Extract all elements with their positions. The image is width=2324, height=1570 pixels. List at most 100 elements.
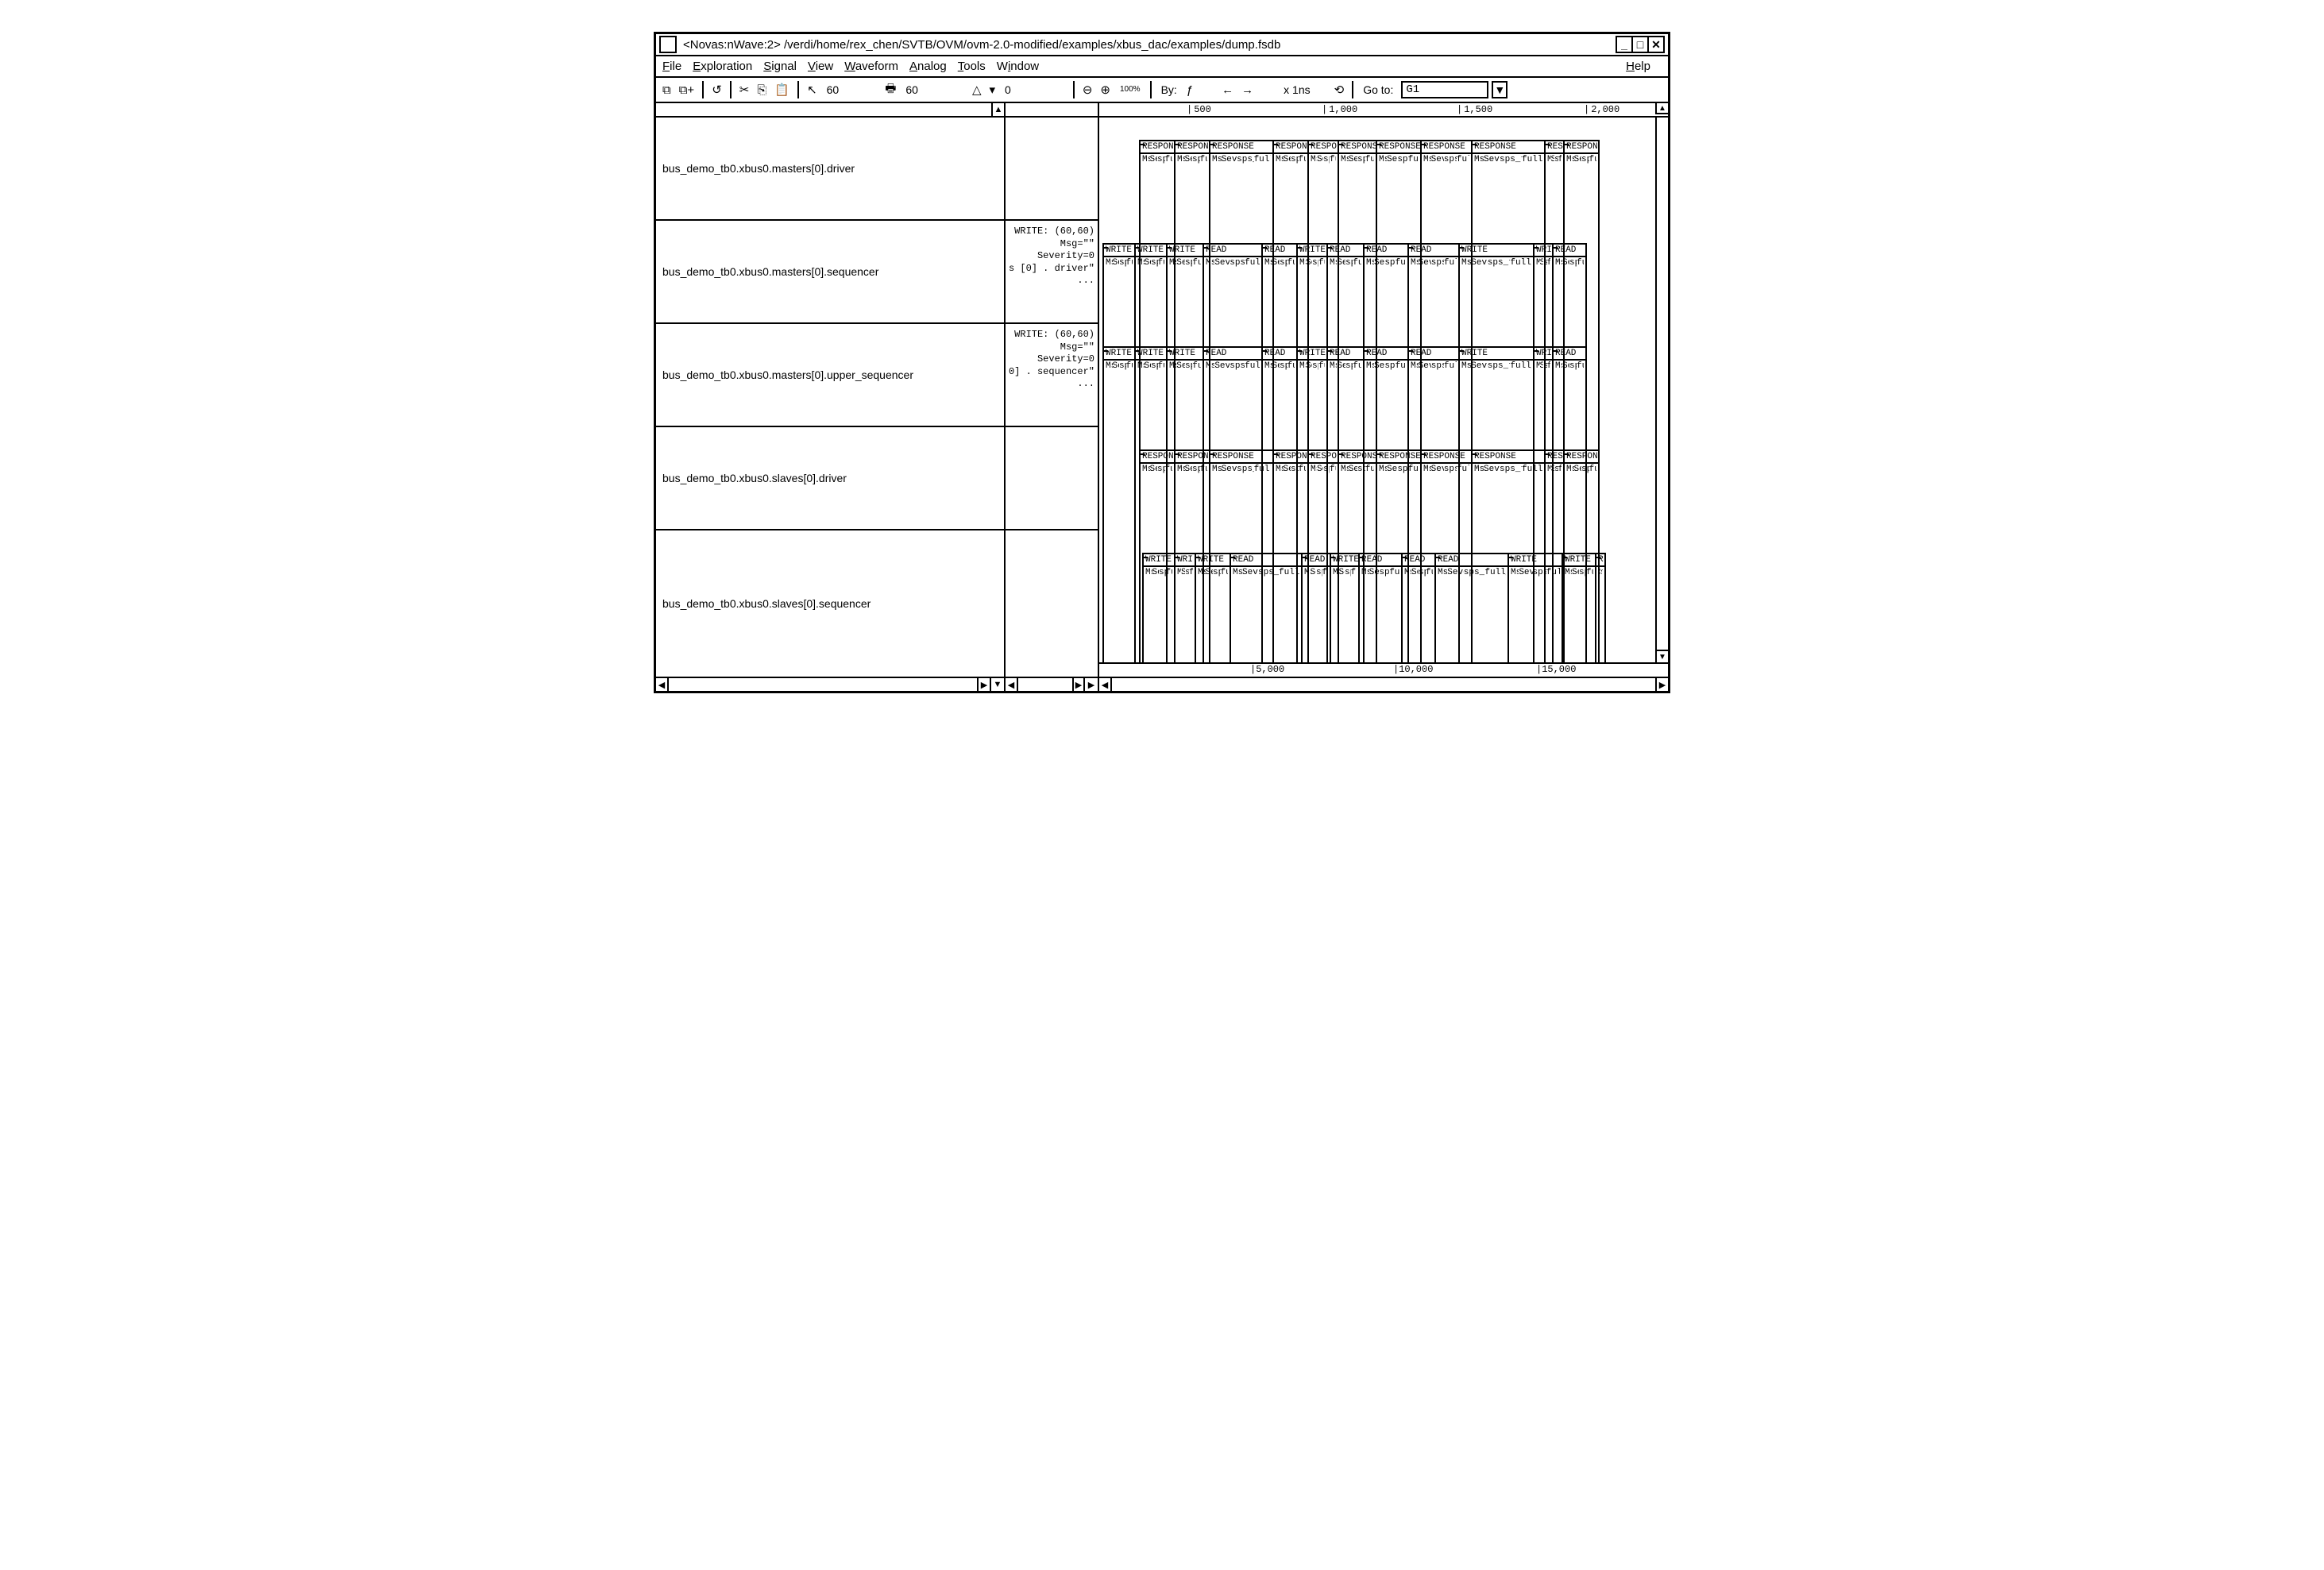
- transaction-header: RESPO: [1309, 451, 1338, 464]
- refresh-icon[interactable]: ⟲: [1333, 83, 1346, 97]
- zoom-out-icon[interactable]: ⊖: [1081, 83, 1094, 97]
- transaction-header: WRITE: [1196, 554, 1230, 567]
- transaction-header: RESPON: [1141, 451, 1174, 464]
- window-title: <Novas:nWave:2> /verdi/home/rex_chen/SVT…: [683, 38, 1617, 52]
- transaction-header: RESPONSE: [1210, 451, 1272, 464]
- signal-row[interactable]: bus_demo_tb0.xbus0.slaves[0].driver: [656, 427, 1004, 530]
- left-hscroll-right-icon[interactable]: ▶: [977, 678, 990, 691]
- menu-file[interactable]: File: [662, 60, 681, 73]
- transaction[interactable]: WRITEMsg=""Severisps_tofull_s: [1195, 553, 1231, 662]
- left-hscroll-left-icon[interactable]: ◀: [656, 678, 669, 691]
- goto-input[interactable]: G1: [1401, 81, 1488, 98]
- step-right-icon[interactable]: →: [1240, 83, 1255, 97]
- transaction-header: READ: [1554, 348, 1585, 361]
- transaction-header: READ: [1554, 245, 1585, 257]
- wave-hscroll-right-icon[interactable]: ▶: [1655, 678, 1668, 691]
- system-menu-icon[interactable]: [659, 36, 677, 53]
- mid-hscroll-right1-icon[interactable]: ▶: [1072, 678, 1085, 691]
- ruler-tick: 1,500: [1457, 104, 1492, 115]
- transaction[interactable]: WRITEMsg=""Severity=0sps_to_namfull_seq_…: [1508, 553, 1563, 662]
- folder-plus-icon[interactable]: ⧉+: [678, 83, 696, 97]
- edge-type-icon[interactable]: ƒ: [1185, 83, 1195, 97]
- wave-vscroll-track[interactable]: ▼: [1655, 118, 1668, 662]
- menu-view[interactable]: View: [808, 60, 833, 73]
- mid-hscroll-right2-icon[interactable]: ▶: [1085, 678, 1098, 691]
- time-ruler-bottom[interactable]: |5,000|10,000|15,000: [1099, 662, 1668, 677]
- transaction[interactable]: READMsg=""Severity=0sps_to_name="full_se…: [1434, 553, 1509, 662]
- signal-row[interactable]: bus_demo_tb0.xbus0.masters[0].upper_sequ…: [656, 324, 1004, 427]
- transaction-header: WRITE: [1144, 554, 1174, 567]
- menu-tools[interactable]: Tools: [958, 60, 986, 73]
- transaction-header: RESPON: [1176, 451, 1209, 464]
- transaction[interactable]: WRITEMsg=""Severisps_tofull_s: [1142, 553, 1176, 662]
- transaction-header: WRITE: [1168, 245, 1203, 257]
- ruler-tick: 2,000: [1584, 104, 1619, 115]
- transaction-header: READ: [1231, 554, 1301, 567]
- transaction-header: READ: [1409, 348, 1458, 361]
- transaction[interactable]: READMsg=""Severisps_tofull_s: [1401, 553, 1436, 662]
- transaction[interactable]: READMsg="Seversps_tfull_: [1301, 553, 1331, 662]
- ruler-tick: |5,000: [1250, 664, 1284, 675]
- close-button[interactable]: ✕: [1647, 36, 1665, 53]
- step-left-icon[interactable]: ←: [1220, 83, 1235, 97]
- transaction-header: READ: [1263, 348, 1296, 361]
- wave-hscroll-left-icon[interactable]: ◀: [1099, 678, 1112, 691]
- copy-icon[interactable]: ⎘: [755, 83, 768, 97]
- minimize-button[interactable]: _: [1616, 36, 1633, 53]
- menu-waveform[interactable]: Waveform: [844, 60, 898, 73]
- transaction-header: READ: [1365, 245, 1407, 257]
- transaction-header: RESPONSE: [1422, 141, 1471, 154]
- left-vscroll-down-icon[interactable]: ▼: [991, 678, 1004, 691]
- delta-dropdown-icon[interactable]: ▾: [988, 83, 998, 97]
- transaction-header: READ: [1328, 348, 1363, 361]
- signal-row[interactable]: bus_demo_tb0.xbus0.masters[0].sequencer: [656, 221, 1004, 324]
- waveform-body[interactable]: RESPONMsg=""Severisps_tofull_sRESPONMsg=…: [1099, 118, 1668, 662]
- wave-vscroll-up-icon[interactable]: ▲: [1655, 103, 1668, 114]
- zoom-in-icon[interactable]: ⊕: [1098, 83, 1112, 97]
- time-ruler-top[interactable]: 5001,0001,5002,000: [1099, 103, 1668, 118]
- left-vscroll-up-icon[interactable]: ▲: [991, 103, 1004, 116]
- signal-value-cell: [1006, 427, 1098, 530]
- undo-icon[interactable]: ↺: [710, 83, 724, 97]
- transaction[interactable]: WRITEMsg="Seversps_tfull_: [1330, 553, 1360, 662]
- transaction-body: Msg=""Severity=0sps_to_name="full_seq_pa…: [1231, 567, 1301, 662]
- wave-vscroll-down-icon[interactable]: ▼: [1657, 650, 1668, 662]
- print-icon[interactable]: 🖶: [883, 80, 898, 100]
- waveform-row: WRITEMsg=""Severisps_tofull_sWRITEMsg=""…: [1099, 221, 1668, 324]
- signal-row[interactable]: bus_demo_tb0.xbus0.masters[0].driver: [656, 118, 1004, 221]
- transaction-header: WRI: [1535, 245, 1552, 257]
- menubar: File Exploration Signal View Waveform An…: [656, 56, 1668, 78]
- x-1ns-label: x 1ns: [1280, 83, 1313, 96]
- maximize-button[interactable]: □: [1631, 36, 1649, 53]
- menu-analog[interactable]: Analog: [909, 60, 947, 73]
- transaction[interactable]: WRIMsgSevspsful: [1174, 553, 1196, 662]
- signal-value-cell: [1006, 118, 1098, 221]
- transaction[interactable]: RMSsf: [1595, 553, 1606, 662]
- folder-open-icon[interactable]: ⧉: [661, 83, 673, 97]
- cursor-icon[interactable]: ↖: [805, 83, 819, 97]
- transaction-header: WRITE: [1460, 348, 1533, 361]
- menu-window[interactable]: Window: [997, 60, 1039, 73]
- signal-value-cell: [1006, 530, 1098, 677]
- signal-row[interactable]: bus_demo_tb0.xbus0.slaves[0].sequencer: [656, 530, 1004, 677]
- menu-signal[interactable]: Signal: [763, 60, 797, 73]
- delta-icon[interactable]: △: [971, 83, 983, 97]
- goto-label: Go to:: [1360, 83, 1396, 96]
- mid-hscroll-left-icon[interactable]: ◀: [1006, 678, 1018, 691]
- transaction-header: RESPON: [1141, 141, 1174, 154]
- menu-help[interactable]: Help: [1626, 60, 1650, 73]
- menu-exploration[interactable]: Exploration: [693, 60, 752, 73]
- transaction[interactable]: READMsg=""Severitysps_to_rfull_sec: [1358, 553, 1403, 662]
- goto-dropdown-icon[interactable]: ▼: [1492, 81, 1508, 98]
- paste-icon[interactable]: 📋: [773, 83, 791, 97]
- ruler-tick: |10,000: [1393, 664, 1433, 675]
- cut-icon[interactable]: ✂: [738, 83, 751, 97]
- toolbar-delta: 0: [1002, 83, 1014, 96]
- transaction[interactable]: READMsg=""Severity=0sps_to_name="full_se…: [1230, 553, 1303, 662]
- signal-value-cell: WRITE: (60,60) Msg="" Severity=0 0] . se…: [1006, 324, 1098, 427]
- transaction-header: READ: [1403, 554, 1434, 567]
- transaction-header: WRITE: [1563, 554, 1595, 567]
- transaction[interactable]: WRITEMsg=""Severisps_tofull_s: [1562, 553, 1596, 662]
- main-body: ▲ bus_demo_tb0.xbus0.masters[0].driverbu…: [656, 103, 1668, 691]
- transaction-header: RESPON: [1274, 141, 1307, 154]
